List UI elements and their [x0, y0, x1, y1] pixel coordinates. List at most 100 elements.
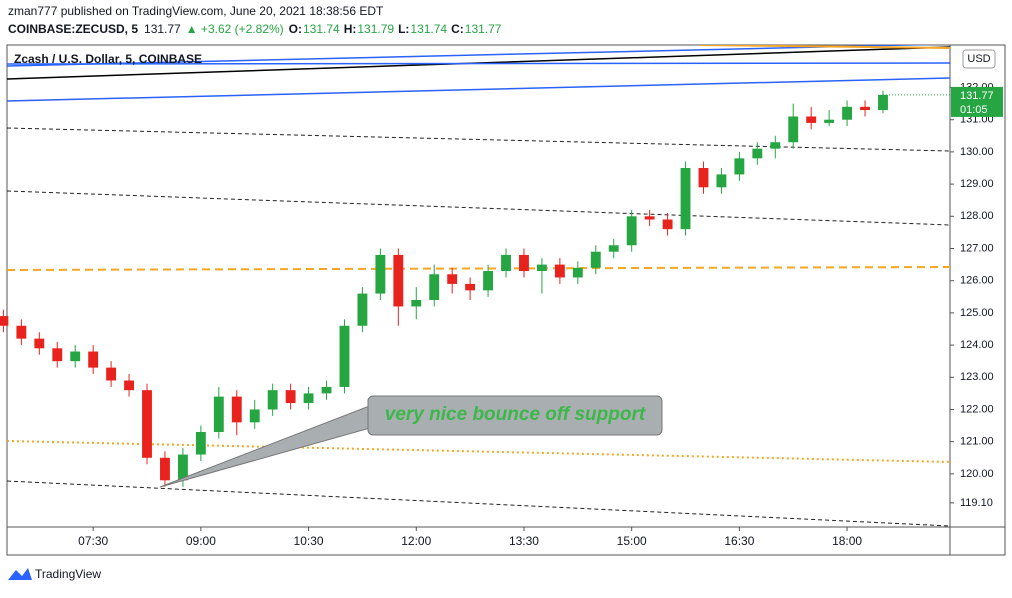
channel-line	[7, 480, 950, 527]
y-tick-label: 119.10	[960, 497, 993, 509]
candle-body	[160, 457, 170, 481]
trend-line	[699, 45, 950, 49]
y-tick-label: 123.00	[960, 371, 994, 383]
candle-body	[177, 454, 188, 481]
currency: USD	[967, 53, 990, 65]
y-tick-label: 124.00	[960, 339, 994, 351]
candle-body	[411, 300, 422, 307]
candle-body	[303, 393, 314, 404]
trend-line	[7, 77, 950, 102]
candle-body	[321, 386, 332, 394]
candle-body	[501, 254, 511, 272]
candle-body	[842, 106, 853, 120]
logo-icon	[8, 568, 32, 580]
y-tick-label: 121.00	[960, 436, 994, 448]
candle-body	[70, 351, 81, 362]
candle-body	[0, 316, 9, 326]
currency-box	[962, 49, 996, 69]
x-tick-label: 09:00	[186, 534, 216, 548]
footer-logo: TradingView	[8, 567, 101, 581]
candle-body	[213, 396, 224, 433]
x-tick-label: 07:30	[78, 534, 108, 548]
candle-body	[447, 274, 458, 284]
y-tick-label: 127.00	[960, 242, 994, 254]
x-tick-label: 18:00	[832, 534, 862, 548]
candle-body	[824, 119, 835, 123]
x-tick-label: 15:00	[617, 534, 647, 548]
y-tick-label: 122.00	[960, 403, 994, 415]
candle-body	[375, 254, 386, 294]
candle-body	[878, 94, 888, 111]
footer-text: TradingView	[35, 567, 101, 581]
candle-body	[339, 325, 350, 387]
candle-body	[465, 283, 476, 291]
header-field: H:	[344, 22, 357, 36]
y-tick-label: 120.00	[960, 468, 994, 480]
candle-body	[626, 216, 637, 246]
candle-body	[285, 390, 296, 404]
header-field: COINBASE:ZECUSD, 5	[8, 22, 138, 36]
x-tick-label: 16:30	[724, 534, 754, 548]
candle-body	[788, 116, 799, 143]
candle-body	[860, 106, 870, 111]
header-field: C:	[451, 22, 464, 36]
header-field: ▲ +3.62 (+2.82%)	[186, 22, 284, 36]
candle-body	[429, 274, 440, 301]
price-countdown: 01:05	[960, 104, 988, 116]
y-tick-label: 125.00	[960, 307, 994, 319]
candle-body	[734, 158, 745, 175]
published-line: zman777 published on TradingView.com, Ju…	[8, 4, 384, 18]
annotation-box	[367, 395, 663, 436]
candle-body	[806, 116, 817, 123]
annotation-text: very nice bounce off support	[385, 404, 646, 425]
candle-body	[662, 219, 673, 230]
x-tick-label: 13:30	[509, 534, 539, 548]
candle-body	[124, 380, 134, 391]
header-field: L:	[398, 22, 409, 36]
header-field: O:	[289, 22, 302, 36]
header-field: 131.77	[465, 22, 502, 36]
y-tick-label: 129.00	[960, 178, 994, 190]
header-field: 131.79	[357, 22, 394, 36]
candle-body	[680, 167, 691, 230]
channel-line	[7, 127, 950, 152]
drawings	[7, 45, 950, 527]
candle-body	[608, 245, 619, 252]
candle-body	[716, 174, 727, 188]
candle-body	[231, 396, 242, 423]
plot-area: 119.10 120.00 121.00 122.00 123.00 124.00 125.…	[0, 81, 1003, 548]
candle-body	[554, 264, 565, 278]
annotation-pointer	[159, 404, 373, 488]
header-field: 131.74	[410, 22, 447, 36]
symbol-line: COINBASE:ZECUSD, 5 131.77 ▲ +3.62 (+2.82%)…	[8, 22, 502, 36]
y-tick-label: 126.00	[960, 275, 994, 287]
candle-body	[698, 167, 709, 188]
candle-body	[195, 432, 206, 455]
channel-line	[7, 190, 950, 226]
price-label-box	[951, 86, 1003, 117]
legend-title: Zcash / U.S. Dollar, 5, COINBASE	[14, 52, 202, 66]
candle-body	[267, 390, 278, 410]
price-label: 131.77	[960, 90, 994, 102]
candle-body	[770, 142, 781, 149]
candle-body	[249, 409, 260, 423]
trend-line	[7, 62, 950, 65]
candle-body	[483, 271, 494, 291]
x-tick-label: 10:30	[294, 534, 324, 548]
candle-body	[142, 390, 152, 458]
y-tick-label: 130.00	[960, 146, 994, 158]
x-tick-label: 12:00	[401, 534, 431, 548]
candle-body	[34, 338, 45, 349]
candle-body	[106, 367, 117, 381]
support-line	[7, 440, 950, 463]
header-field: 131.77	[144, 22, 181, 36]
candle-body	[590, 251, 601, 268]
candle-body	[88, 351, 99, 368]
frame	[6, 44, 1006, 556]
candle-body	[644, 216, 655, 220]
annotation: very nice bounce off support	[159, 395, 663, 488]
candle-body	[52, 348, 63, 362]
candle-body	[16, 325, 27, 339]
candle-body	[519, 254, 529, 272]
